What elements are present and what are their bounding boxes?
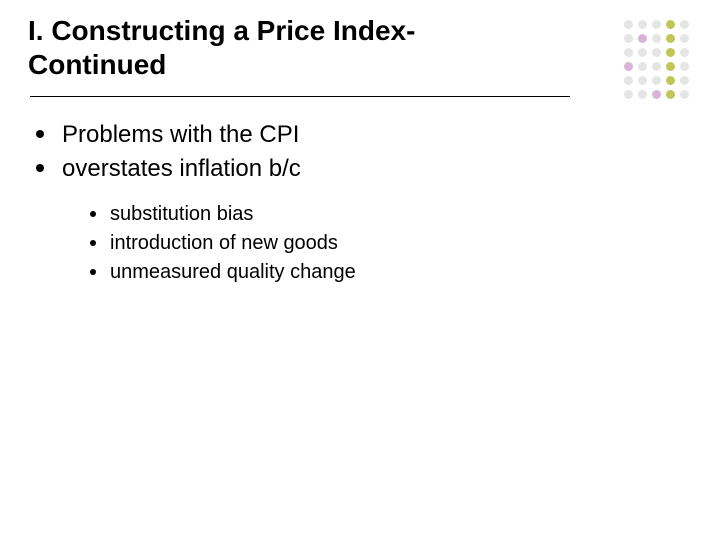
dot-icon	[652, 76, 661, 85]
dot-icon	[652, 48, 661, 57]
slide-title: I. Constructing a Price Index- Continued	[28, 14, 528, 81]
dot-icon	[638, 34, 647, 43]
dot-icon	[624, 62, 633, 71]
dot-icon	[638, 90, 647, 99]
bullet-icon	[36, 130, 44, 138]
list-item: overstates inflation b/c	[36, 154, 596, 184]
list-item: Problems with the CPI	[36, 120, 596, 150]
dot-icon	[680, 20, 689, 29]
dot-icon	[666, 20, 675, 29]
dot-icon	[624, 76, 633, 85]
sub-list: substitution bias introduction of new go…	[90, 202, 596, 285]
dot-icon	[680, 62, 689, 71]
dot-icon	[652, 90, 661, 99]
bullet-icon	[36, 164, 44, 172]
title-underline	[30, 96, 570, 97]
dot-icon	[680, 48, 689, 57]
dot-icon	[638, 48, 647, 57]
dot-icon	[624, 48, 633, 57]
list-item: substitution bias	[90, 202, 596, 227]
list-item-text: unmeasured quality change	[110, 260, 356, 285]
list-item-text: overstates inflation b/c	[62, 154, 301, 184]
dot-icon	[666, 34, 675, 43]
list-item-text: introduction of new goods	[110, 231, 338, 256]
dot-icon	[624, 90, 633, 99]
dot-icon	[652, 20, 661, 29]
dot-icon	[666, 48, 675, 57]
dot-icon	[680, 76, 689, 85]
dot-icon	[638, 20, 647, 29]
bullet-icon	[90, 240, 96, 246]
list-item: unmeasured quality change	[90, 260, 596, 285]
list-item: introduction of new goods	[90, 231, 596, 256]
list-item-text: substitution bias	[110, 202, 253, 227]
dot-icon	[680, 34, 689, 43]
dot-icon	[652, 62, 661, 71]
dot-icon	[624, 20, 633, 29]
dot-icon	[680, 90, 689, 99]
slide: I. Constructing a Price Index- Continued…	[0, 0, 720, 540]
dot-icon	[666, 76, 675, 85]
bullet-icon	[90, 211, 96, 217]
dot-icon	[638, 62, 647, 71]
dot-icon	[666, 62, 675, 71]
dot-icon	[666, 90, 675, 99]
slide-body: Problems with the CPI overstates inflati…	[36, 120, 596, 289]
dot-icon	[624, 34, 633, 43]
list-item-text: Problems with the CPI	[62, 120, 299, 150]
decorative-dot-grid	[624, 20, 690, 100]
bullet-icon	[90, 269, 96, 275]
dot-icon	[638, 76, 647, 85]
dot-icon	[652, 34, 661, 43]
